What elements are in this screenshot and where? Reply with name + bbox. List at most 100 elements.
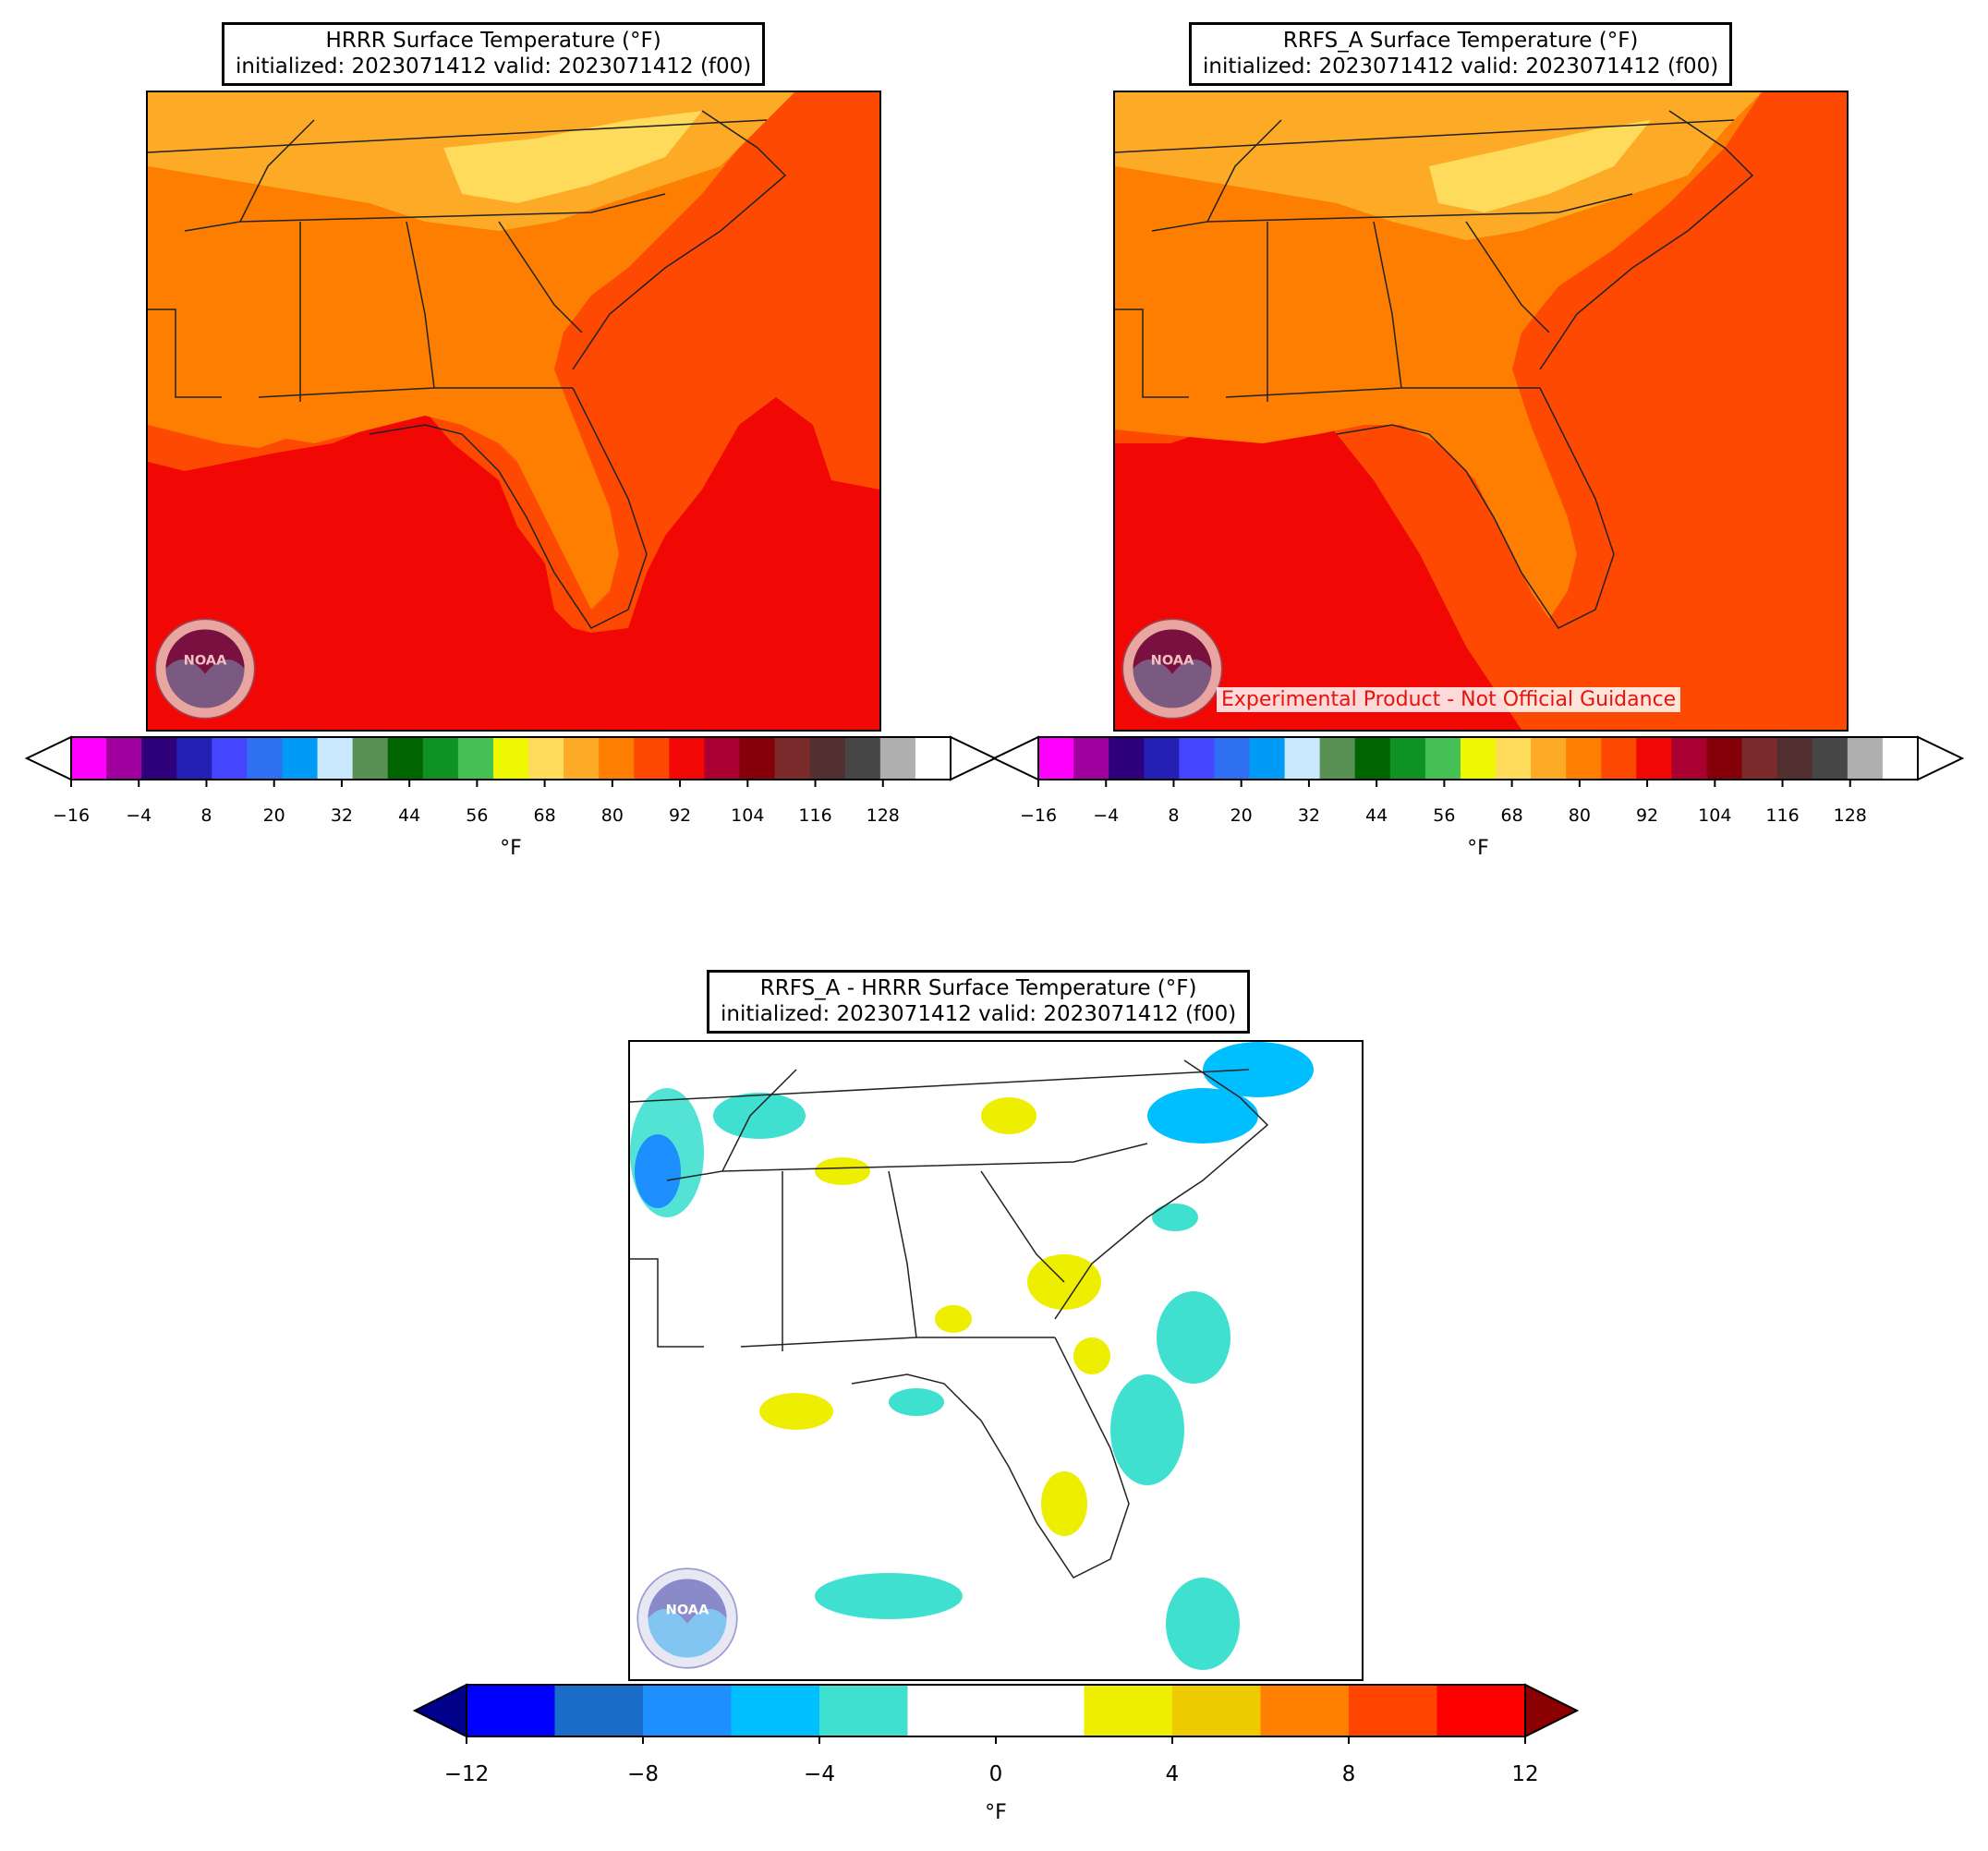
colorbar-segment [599,737,635,780]
colorbar-segment [704,737,741,780]
colorbar-segment [731,1685,820,1736]
noaa-logo-text: NOAA [666,1603,709,1618]
colorbar-segment [1249,737,1286,780]
colorbar-tick-label: 68 [533,805,556,826]
colorbar-segment [141,737,177,780]
colorbar-tick-label: 68 [1500,805,1523,826]
noaa-logo-icon: NOAA [1121,618,1223,720]
colorbar-segment [317,737,354,780]
colorbar-segment [212,737,248,780]
state-borders [148,110,787,629]
hrrr-title: HRRR Surface Temperature (°F) initialize… [222,22,766,86]
colorbar-segment [1812,737,1849,780]
colorbar-segment [1741,737,1778,780]
land-cool-area [1429,120,1651,212]
colorbar-segment [492,737,529,780]
colorbar-extend-high [1524,1683,1580,1738]
diff-title: RRFS_A - HRRR Surface Temperature (°F) i… [707,970,1251,1034]
colorbar-outline [70,736,952,780]
colorbar-segment [1179,737,1215,780]
colorbar-segment [352,737,389,780]
colorbar-tick-label: 104 [1698,805,1732,826]
hrrr-map: NOAA [146,91,881,732]
colorbar-segment [1172,1685,1262,1736]
diff-colorbar [412,1683,1580,1744]
noaa-logo: NOAA [1121,617,1224,720]
colorbar-segment [1389,737,1426,780]
diff-map: NOAA [628,1040,1364,1681]
colorbar-tick-label: 44 [1365,805,1388,826]
rrfs-map: NOAA Experimental Product - Not Official… [1113,91,1849,732]
colorbar-segment [467,1685,556,1736]
colorbar-segment [1109,737,1145,780]
noaa-logo-icon: NOAA [636,1567,738,1669]
diff-colorbar-svg [412,1683,1580,1744]
colorbar-segment [915,737,952,780]
land-cool-area [443,111,702,203]
colorbar-tick-label: 92 [1635,805,1659,826]
colorbar-segment [1284,737,1321,780]
colorbar-segment [1882,737,1919,780]
colorbar-segment [1038,737,1074,780]
colorbar-segment [669,737,706,780]
colorbar-segment [1496,737,1532,780]
colorbar-tick-label: 80 [600,805,624,826]
colorbar-segment [819,1685,909,1736]
colorbar-segment [247,737,284,780]
land-area [148,92,794,610]
hrrr-colorbar-svg [24,735,998,787]
noaa-logo: NOAA [636,1567,739,1670]
colorbar-segment [1144,737,1180,780]
colorbar-segment [1260,1685,1350,1736]
colorbar-tick-label: 0 [988,1762,1003,1786]
colorbar-segment [1636,737,1673,780]
colorbar-segment [422,737,459,780]
noaa-logo-icon: NOAA [154,618,256,720]
colorbar-segment [879,737,916,780]
colorbar-segment [282,737,319,780]
colorbar-segment [996,1685,1085,1736]
colorbar-segment [907,1685,997,1736]
colorbar-tick-label: 8 [1341,1762,1356,1786]
colorbar-segment [1566,737,1602,780]
colorbar-tick-label: 20 [262,805,285,826]
colorbar-extend-low [24,735,72,781]
colorbar-segment [1601,737,1637,780]
colorbar-tick-label: 116 [1765,805,1800,826]
colorbar-tick-label: 20 [1230,805,1253,826]
colorbar-tick-label: 80 [1568,805,1591,826]
colorbar-segment [554,1685,644,1736]
colorbar-segment [457,737,494,780]
gulf-area [148,397,879,730]
colorbar-segment [1354,737,1391,780]
experimental-disclaimer: Experimental Product - Not Official Guid… [1217,687,1681,712]
colorbar-segment [809,737,846,780]
rrfs-colorbar [991,735,1965,787]
hrrr-title-line1: HRRR Surface Temperature (°F) [325,29,661,53]
noaa-logo: NOAA [153,617,257,720]
colorbar-segment [528,737,564,780]
state-borders [630,1059,1269,1579]
colorbar-tick-label: 128 [1833,805,1867,826]
colorbar-tick-label: 8 [200,805,212,826]
colorbar-segment [643,1685,733,1736]
colorbar-tick-label: 104 [731,805,765,826]
colorbar-segment [774,737,811,780]
colorbar-tick-label: −16 [1019,805,1058,826]
colorbar-segment [387,737,424,780]
diff-positive-patches [759,1097,1110,1536]
colorbar-tick-label: 4 [1165,1762,1180,1786]
rrfs-colorbar-unit: °F [1467,837,1489,860]
colorbar-segment [1349,1685,1438,1736]
colorbar-tick-label: 44 [398,805,421,826]
noaa-logo-text: NOAA [1151,653,1194,669]
colorbar-segment [1073,737,1109,780]
colorbar-segment [1436,1685,1526,1736]
colorbar-segment [106,737,142,780]
rrfs-title-line1: RRFS_A Surface Temperature (°F) [1282,29,1639,53]
colorbar-tick-label: 8 [1168,805,1180,826]
rrfs-map-svg [1115,92,1847,730]
colorbar-extend-high [950,735,998,781]
colorbar-extend-low [991,735,1039,781]
diff-title-line2: initialized: 2023071412 valid: 202307141… [721,1002,1237,1026]
